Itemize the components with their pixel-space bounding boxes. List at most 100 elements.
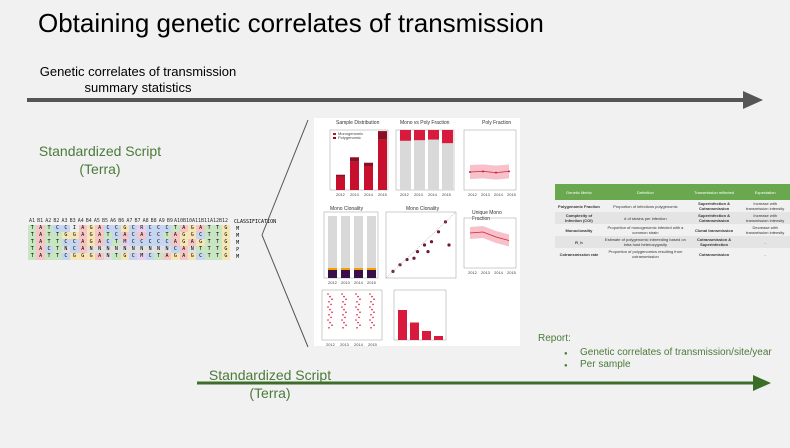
alignment-base: T (44, 239, 54, 246)
point (357, 295, 359, 298)
alignment-base: N (188, 246, 197, 253)
tick-label: 2012 (400, 192, 410, 197)
point (412, 256, 416, 260)
alignment-base: C (129, 225, 138, 232)
bar (442, 130, 453, 144)
point (356, 327, 358, 329)
alignment-base: T (204, 253, 214, 260)
tick-label: 2012 (468, 192, 478, 197)
tick-label: 2015 (368, 342, 378, 346)
alignment-base: A (120, 232, 130, 239)
alignment-base: T (213, 232, 222, 239)
bar (414, 140, 425, 190)
plot-frame (393, 289, 447, 341)
metrics-header-cell: Transmission reflected (687, 184, 741, 200)
point (356, 314, 358, 316)
panel-title-sample-distribution: Sample Distribution (336, 120, 380, 126)
bar (378, 131, 387, 140)
alignment-base: N (162, 246, 172, 253)
alignment-base: A (36, 232, 45, 239)
alignment-base: M (120, 239, 130, 246)
tick-label: 2012 (468, 270, 478, 275)
alignment-base: G (188, 225, 197, 232)
alignment-base: C (154, 239, 163, 246)
bar (328, 268, 337, 270)
bar (328, 270, 337, 278)
metrics-cell: Decrease with transmission intensity (746, 225, 785, 235)
metrics-cell: - (740, 236, 790, 248)
point (373, 298, 375, 300)
alignment-header-cell: A3 (61, 218, 68, 224)
figure-panel: Sample Distribution Mono vs Poly Fractio… (314, 118, 520, 346)
alignment-base: C (61, 239, 71, 246)
point (482, 170, 484, 173)
point (359, 324, 361, 326)
metrics-row: R_h Estimate of polygenomic inbreeding ba… (555, 236, 790, 248)
alignment-base: A (179, 225, 189, 232)
metrics-cell: Complexity of Infection (COI) (555, 212, 603, 224)
bar (328, 216, 337, 270)
page-title: Obtaining genetic correlates of transmis… (38, 8, 544, 38)
alignment-base: T (53, 253, 62, 260)
point (508, 170, 510, 173)
point (331, 298, 333, 300)
point (331, 324, 333, 326)
legend-swatch (333, 137, 336, 139)
alignment-base: A (179, 246, 189, 253)
metrics-cell: Estimate of polygenomic inbreeding based… (602, 236, 688, 248)
alignment-header-cell: B6 (118, 218, 125, 224)
alignment-base: C (61, 225, 71, 232)
alignment-base: A (36, 253, 45, 260)
alignment-base: A (78, 246, 87, 253)
point (371, 308, 373, 311)
bar (367, 270, 376, 278)
point (329, 321, 331, 324)
alignment-base: T (204, 239, 214, 246)
alignment-base: T (213, 253, 222, 260)
alignment-header-cell: B7 (134, 218, 141, 224)
alignment-base: A (36, 246, 45, 253)
bar (400, 140, 411, 190)
point (372, 303, 374, 306)
alignment-header-cell: B5 (102, 218, 109, 224)
point (357, 308, 359, 311)
alignment-base: N (103, 246, 113, 253)
alignment-base: C (44, 246, 54, 253)
alignment-header-cell: B3 (69, 218, 76, 224)
point (370, 314, 372, 316)
alignment-base: C (137, 239, 146, 246)
point (447, 243, 451, 247)
point (469, 171, 471, 173)
alignment-header-cell: A1 (29, 218, 36, 224)
point (344, 303, 346, 306)
alignment-base: A (78, 232, 87, 239)
alignment-classification: M (236, 239, 240, 246)
alignment-header-cell: B12 (218, 218, 228, 224)
tick-label: 2013 (414, 192, 424, 197)
alignment-base: C (129, 253, 138, 260)
point (327, 319, 329, 321)
point (328, 314, 330, 316)
point (359, 311, 361, 313)
metrics-row: Complexity of Infection (COI) # of strain… (555, 212, 790, 224)
alignment-header-cell: A9 (158, 218, 165, 224)
alignment-header-cell: B11 (200, 218, 210, 224)
diagonal (385, 211, 457, 279)
alignment-base: G (179, 239, 189, 246)
point (341, 293, 343, 295)
alignment-base: G (120, 253, 130, 260)
sequence-alignment: A1 B1 A2 B2 A3 B3 A4 B4 A5 B5 A6 B6 A7 B7 A8 B8 A9 B9 A10 B… (28, 218, 276, 260)
point (356, 301, 358, 303)
bar (442, 143, 453, 190)
alignment-header-cell: B8 (150, 218, 157, 224)
alignment-base: G (61, 232, 71, 239)
alignment-base: C (145, 239, 155, 246)
bar (354, 216, 363, 270)
tick-label: 2015 (507, 270, 517, 275)
metrics-cell: - (764, 251, 766, 257)
top-arrow-label: Genetic correlates of transmission summa… (39, 64, 237, 95)
alignment-base: C (112, 232, 121, 239)
point (371, 295, 373, 298)
series-line (469, 231, 510, 241)
